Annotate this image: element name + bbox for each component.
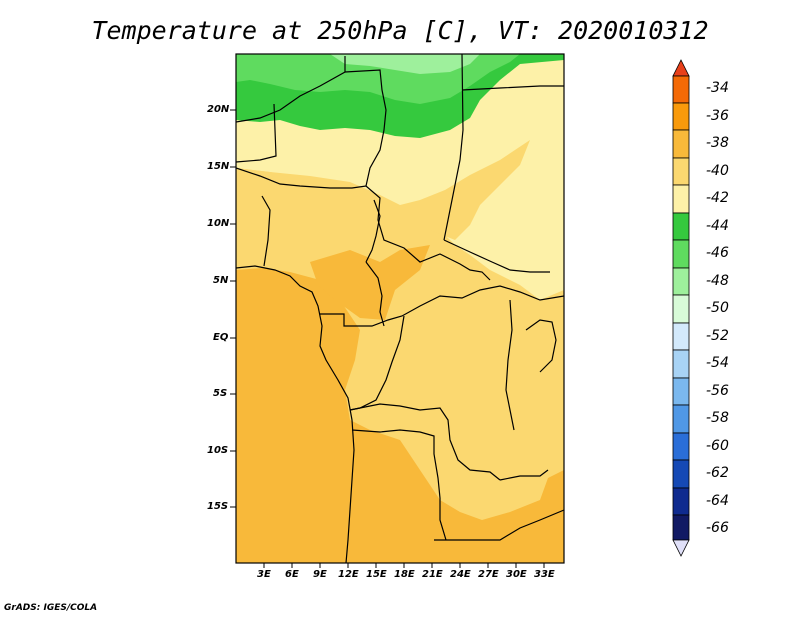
lon-ticks (263, 563, 545, 568)
temperature-field (236, 54, 564, 563)
lat-label: 15N (207, 161, 230, 172)
lat-label: 10N (207, 218, 230, 229)
colorbar-label: -36 (706, 108, 729, 124)
colorbar-label: -50 (706, 300, 729, 316)
colorbar-label: -34 (706, 80, 729, 96)
lon-label: 18E (394, 569, 415, 580)
region-yellow-tongue (236, 140, 530, 240)
lon-label: 3E (257, 569, 271, 580)
lat-label: 10S (207, 445, 229, 456)
colorbar-label: -44 (706, 218, 729, 234)
colorbar-label: -64 (706, 493, 729, 509)
lon-label: 27E (478, 569, 499, 580)
colorbar-label: -54 (706, 355, 729, 371)
colorbar-label: -52 (706, 328, 729, 344)
colorbar-top-arrow (672, 59, 690, 77)
lon-label: 15E (366, 569, 387, 580)
colorbar-label: -40 (706, 163, 729, 179)
colorbar-bottom-arrow (672, 539, 690, 557)
colorbar (672, 59, 690, 557)
lat-label: EQ (213, 332, 229, 343)
colorbar-label: -56 (706, 383, 729, 399)
lat-label: 20N (207, 104, 230, 115)
map-frame (235, 53, 565, 564)
lon-label: 33E (534, 569, 555, 580)
lon-label: 30E (506, 569, 527, 580)
lon-label: 6E (285, 569, 299, 580)
colorbar-label: -46 (706, 245, 729, 261)
country-borders (236, 54, 564, 563)
lon-label: 21E (422, 569, 443, 580)
colorbar-label: -60 (706, 438, 729, 454)
lat-label: 15S (207, 501, 229, 512)
region-orange-lobe (310, 245, 430, 320)
lon-label: 24E (450, 569, 471, 580)
region-northern-pale-green (330, 54, 480, 74)
lat-label: 5S (213, 388, 228, 399)
lon-label: 12E (338, 569, 359, 580)
grads-credit: GrADS: IGES/COLA (4, 603, 98, 613)
colorbar-label: -58 (706, 410, 729, 426)
colorbar-label: -66 (706, 520, 729, 536)
colorbar-label: -42 (706, 190, 729, 206)
lat-label: 5N (213, 275, 229, 286)
colorbar-label: -62 (706, 465, 729, 481)
colorbar-label: -48 (706, 273, 729, 289)
lat-ticks (230, 109, 236, 508)
chart-title: Temperature at 250hPa [C], VT: 202001031… (91, 16, 709, 45)
colorbar-label: -38 (706, 135, 729, 151)
lon-label: 9E (313, 569, 327, 580)
